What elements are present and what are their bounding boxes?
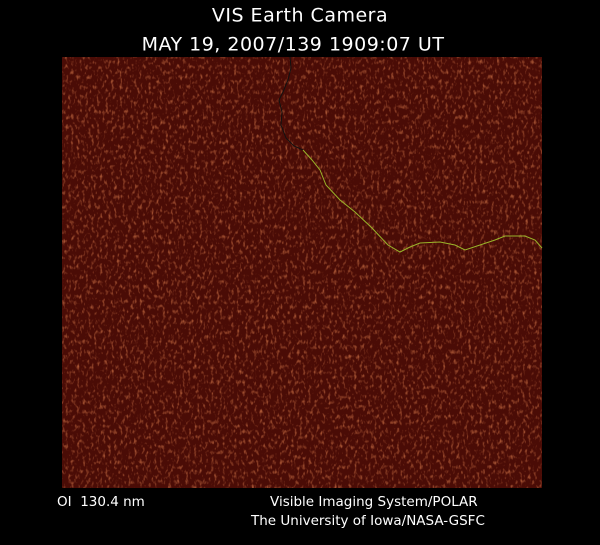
title: VIS Earth Camera xyxy=(212,5,388,27)
instrument-label: Visible Imaging System/POLAR xyxy=(270,494,478,510)
subtitle: MAY 19, 2007/139 1909:07 UT xyxy=(142,34,445,56)
coastline-night xyxy=(278,56,304,151)
image-noise xyxy=(62,57,542,488)
filter-label: OI 130.4 nm xyxy=(57,494,145,510)
coastline-day xyxy=(302,149,543,253)
institution-label: The University of Iowa/NASA-GSFC xyxy=(250,513,485,529)
camera-image xyxy=(62,56,543,488)
